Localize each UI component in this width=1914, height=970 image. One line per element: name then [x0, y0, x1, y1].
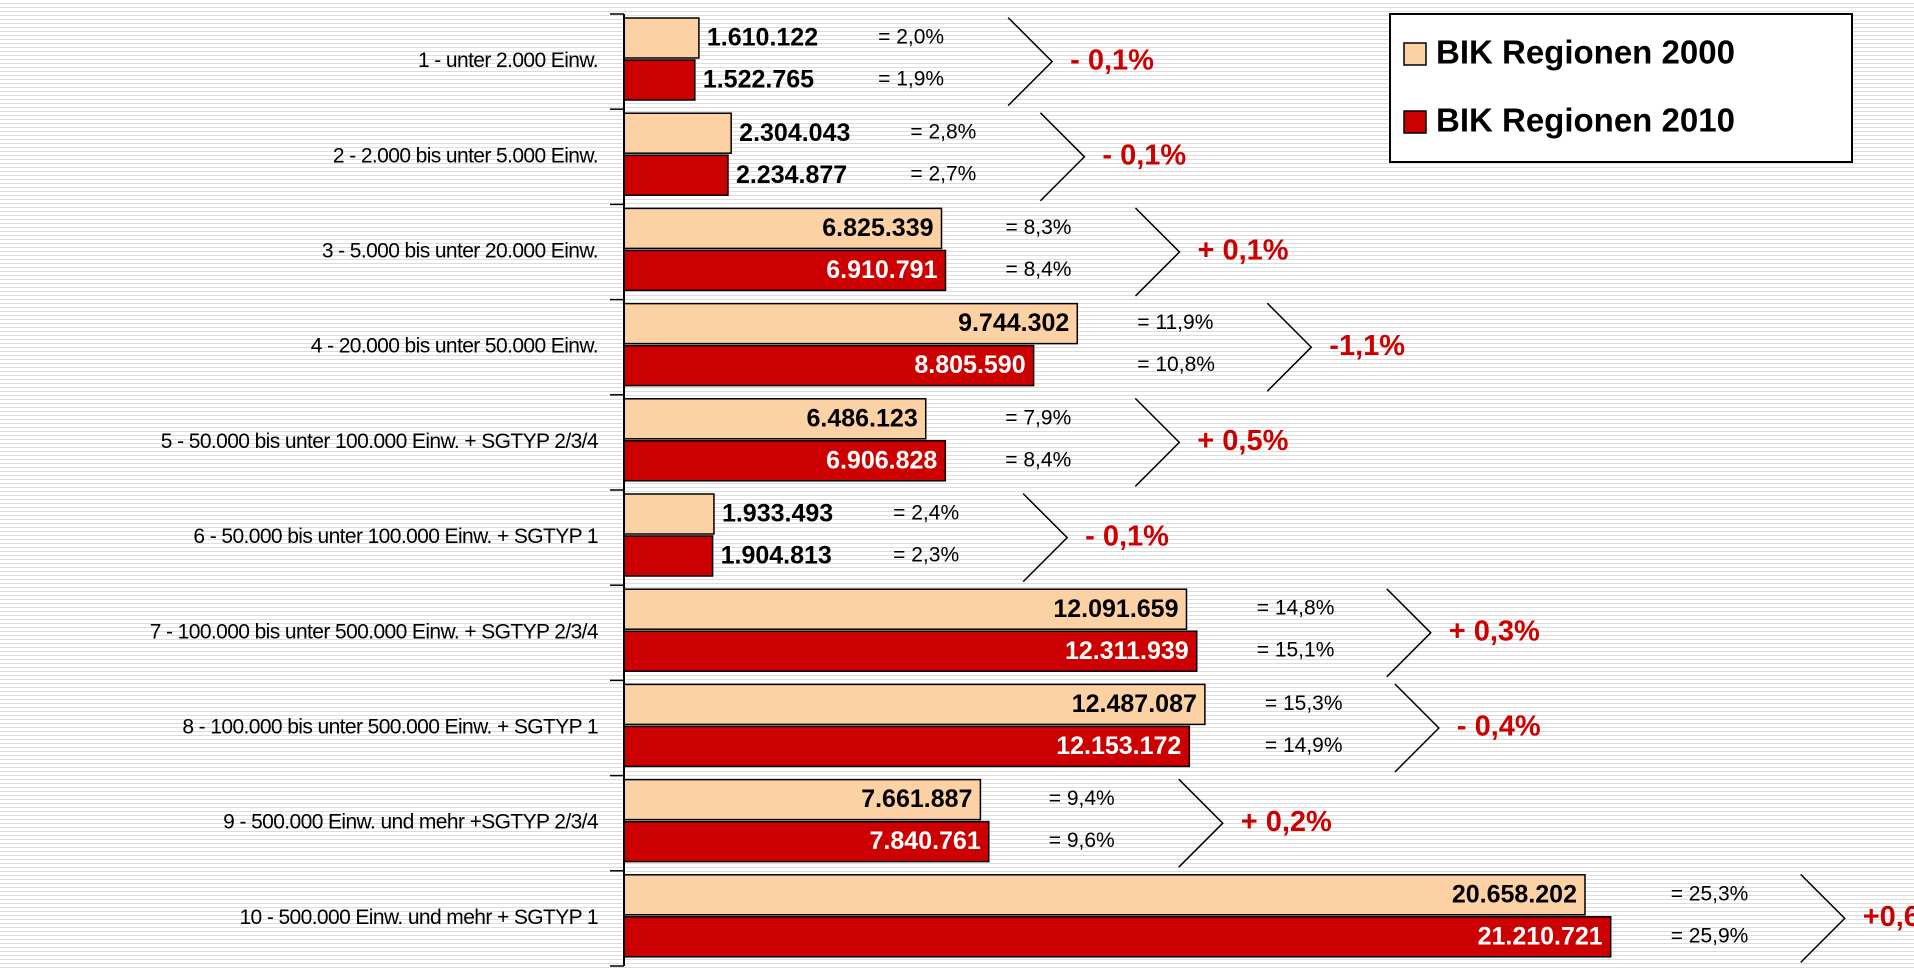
bar — [623, 874, 1586, 916]
value-label: 1.522.765 — [703, 66, 814, 94]
category-label: 6 - 50.000 bis unter 100.000 Einw. + SGT… — [193, 525, 598, 548]
bar — [623, 725, 1191, 768]
share-label: = 8,4% — [1005, 448, 1071, 471]
value-label: 6.910.791 — [826, 256, 937, 284]
legend-swatch — [1403, 110, 1427, 134]
value-label: 7.840.761 — [870, 827, 981, 855]
value-label: 1.904.813 — [721, 542, 832, 570]
chevron — [1007, 17, 1054, 107]
bar — [623, 249, 947, 292]
chevron — [1386, 588, 1432, 678]
category-label: 9 - 500.000 Einw. und mehr +SGTYP 2/3/4 — [223, 811, 599, 834]
bar — [623, 630, 1198, 672]
legend-label: BIK Regionen 2010 — [1436, 102, 1735, 139]
change-label: -1,1% — [1329, 330, 1405, 362]
share-label: = 2,7% — [910, 163, 976, 186]
value-label: 2.304.043 — [739, 119, 850, 147]
change-label: + 0,1% — [1197, 235, 1288, 267]
share-label: = 14,9% — [1265, 734, 1343, 757]
category-label: 7 - 100.000 bis unter 500.000 Einw. + SG… — [150, 620, 599, 643]
category-label: 4 - 20.000 bis unter 50.000 Einw. — [311, 335, 598, 358]
bar — [623, 59, 696, 101]
share-label: = 15,3% — [1265, 692, 1343, 715]
share-label: = 10,8% — [1137, 353, 1215, 376]
value-label: 12.311.939 — [1065, 637, 1189, 665]
change-label: - 0,1% — [1102, 139, 1186, 171]
category-label: 8 - 100.000 bis unter 500.000 Einw. + SG… — [182, 716, 598, 739]
share-label: = 15,1% — [1257, 639, 1335, 662]
bar — [623, 112, 732, 154]
category-label: 10 - 500.000 Einw. und mehr + SGTYP 1 — [239, 906, 598, 929]
bar — [623, 535, 714, 577]
change-label: - 0,1% — [1070, 44, 1154, 76]
value-label: 1.610.122 — [707, 24, 818, 52]
share-label: = 8,4% — [1005, 258, 1071, 281]
change-label: - 0,1% — [1085, 520, 1169, 552]
share-label: = 14,8% — [1257, 597, 1335, 620]
legend-swatch — [1403, 42, 1427, 66]
chevron — [1134, 397, 1181, 487]
value-label: 21.210.721 — [1478, 922, 1603, 950]
value-label: 20.658.202 — [1452, 880, 1577, 908]
change-label: +0,6% — [1863, 901, 1914, 933]
legend-box — [1389, 13, 1853, 163]
share-label: = 9,4% — [1049, 787, 1115, 810]
share-label: = 2,0% — [878, 26, 944, 49]
chevron — [1039, 112, 1086, 202]
share-label: = 9,6% — [1049, 829, 1115, 852]
value-label: 1.933.493 — [722, 500, 833, 528]
legend-label: BIK Regionen 2000 — [1436, 34, 1735, 71]
share-label: = 8,3% — [1005, 216, 1071, 239]
bar — [623, 302, 1079, 345]
bar — [623, 398, 927, 440]
value-label: 7.661.887 — [861, 785, 972, 813]
share-label: = 25,9% — [1671, 924, 1749, 947]
change-label: + 0,2% — [1241, 806, 1332, 838]
chevron — [1800, 873, 1846, 963]
change-label: - 0,4% — [1457, 711, 1541, 743]
chevron — [1394, 683, 1440, 773]
bar — [623, 683, 1206, 726]
change-label: + 0,3% — [1449, 615, 1540, 647]
value-label: 9.744.302 — [958, 309, 1069, 337]
bar — [623, 440, 947, 482]
share-label: = 2,4% — [893, 502, 959, 525]
change-label: + 0,5% — [1197, 425, 1288, 457]
share-label: = 2,8% — [910, 121, 976, 144]
share-label: = 11,9% — [1137, 311, 1213, 334]
value-label: 12.091.659 — [1053, 595, 1178, 623]
share-label: = 1,9% — [878, 68, 944, 91]
value-label: 12.153.172 — [1056, 732, 1181, 760]
chevron — [1266, 302, 1313, 392]
share-label: = 25,3% — [1671, 882, 1749, 905]
bar — [623, 916, 1612, 958]
category-label: 5 - 50.000 bis unter 100.000 Einw. + SGT… — [161, 430, 599, 453]
bar — [623, 154, 729, 196]
share-label: = 2,3% — [893, 544, 959, 567]
chevron — [1134, 207, 1181, 297]
value-label: 8.805.590 — [914, 351, 1025, 379]
value-label: 12.487.087 — [1072, 690, 1197, 718]
value-label: 6.486.123 — [807, 404, 918, 432]
bar — [623, 493, 715, 535]
share-label: = 7,9% — [1005, 406, 1071, 429]
bar — [623, 778, 982, 821]
bar — [623, 17, 700, 59]
category-label: 1 - unter 2.000 Einw. — [418, 49, 598, 72]
chevron — [1022, 493, 1069, 583]
value-label: 6.906.828 — [826, 446, 937, 474]
value-label: 2.234.877 — [736, 161, 847, 189]
category-label: 3 - 5.000 bis unter 20.000 Einw. — [322, 240, 598, 263]
bar — [623, 588, 1188, 630]
category-label: 2 - 2.000 bis unter 5.000 Einw. — [333, 144, 598, 167]
value-label: 6.825.339 — [822, 214, 933, 242]
bar — [623, 820, 990, 863]
chevron — [1178, 778, 1224, 868]
bar — [623, 207, 943, 250]
